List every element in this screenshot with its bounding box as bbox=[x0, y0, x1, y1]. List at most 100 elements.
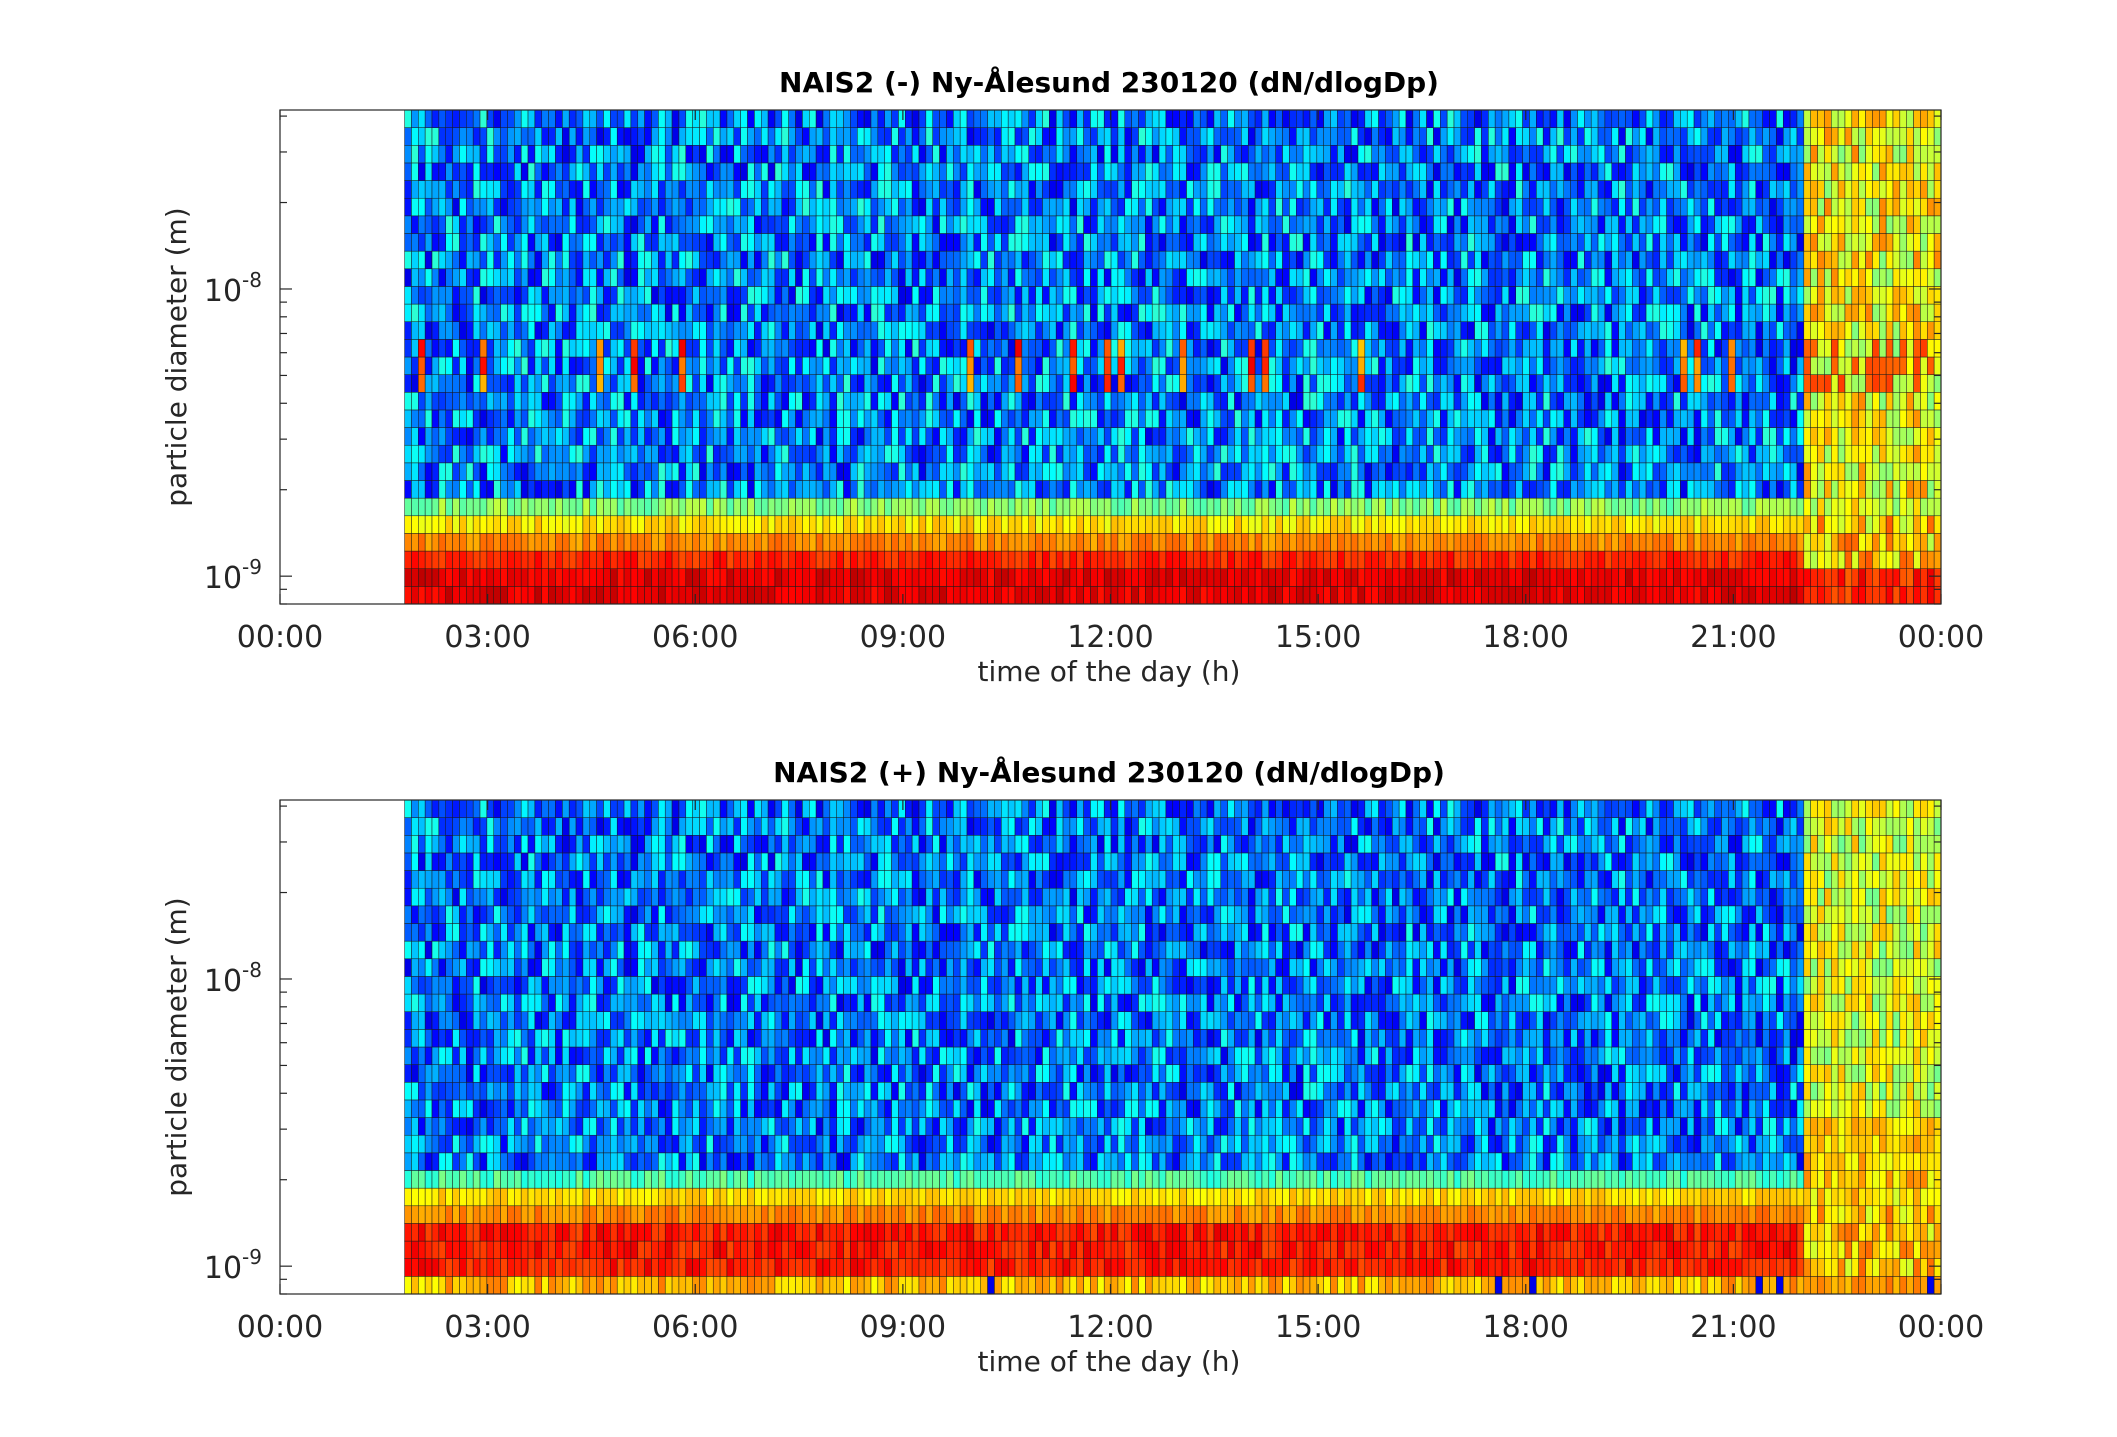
heatmap-cell bbox=[870, 515, 879, 534]
heatmap-cell bbox=[1350, 127, 1359, 146]
heatmap-cell bbox=[1392, 162, 1400, 181]
heatmap-cell bbox=[1206, 515, 1215, 534]
heatmap-cell bbox=[932, 303, 940, 322]
heatmap-cell bbox=[836, 497, 844, 517]
heatmap-cell bbox=[795, 497, 803, 517]
heatmap-cell bbox=[829, 180, 837, 199]
heatmap-cell bbox=[1069, 533, 1078, 552]
heatmap-cell bbox=[1433, 127, 1441, 146]
heatmap-cell bbox=[973, 145, 981, 164]
heatmap-cell bbox=[980, 568, 988, 587]
heatmap-cell bbox=[1590, 392, 1599, 411]
heatmap-cell bbox=[603, 515, 611, 534]
heatmap-cell bbox=[802, 356, 810, 375]
heatmap-cell bbox=[1522, 286, 1530, 305]
heatmap-cell bbox=[1035, 127, 1043, 146]
heatmap-cell bbox=[1412, 250, 1420, 270]
heatmap-cell bbox=[1494, 550, 1503, 569]
heatmap-cell bbox=[658, 533, 666, 552]
heatmap-cell bbox=[1275, 145, 1283, 164]
heatmap-cell bbox=[616, 339, 625, 358]
heatmap-cell bbox=[534, 127, 543, 146]
heatmap-cell bbox=[1378, 409, 1386, 428]
heatmap-cell bbox=[651, 109, 659, 128]
heatmap-cell bbox=[747, 497, 755, 517]
heatmap-cell bbox=[1001, 197, 1009, 217]
heatmap-cell bbox=[424, 409, 433, 428]
heatmap-cell bbox=[1440, 339, 1448, 358]
heatmap-cell bbox=[548, 145, 556, 164]
heatmap-cell bbox=[1193, 533, 1201, 552]
heatmap-cell bbox=[1337, 162, 1345, 181]
heatmap-cell bbox=[1433, 515, 1441, 534]
heatmap-cell bbox=[404, 392, 412, 411]
heatmap-cell bbox=[1131, 145, 1139, 164]
heatmap-cell bbox=[719, 180, 728, 199]
heatmap-cell bbox=[946, 215, 954, 234]
heatmap-cell bbox=[767, 409, 776, 428]
heatmap-cell bbox=[747, 586, 755, 605]
heatmap-cell bbox=[1227, 515, 1235, 534]
heatmap-cell bbox=[644, 162, 652, 181]
heatmap-cell bbox=[445, 250, 453, 270]
heatmap-cell bbox=[1570, 321, 1578, 340]
heatmap-cell bbox=[623, 568, 632, 587]
heatmap-cell bbox=[863, 197, 872, 217]
heatmap-cell bbox=[431, 409, 440, 428]
heatmap-cell bbox=[1474, 568, 1482, 587]
heatmap-cell bbox=[1241, 444, 1249, 464]
heatmap-cell bbox=[1076, 497, 1084, 517]
heatmap-cell bbox=[1234, 462, 1242, 481]
heatmap-cell bbox=[1261, 374, 1270, 393]
heatmap-cell bbox=[953, 427, 961, 446]
heatmap-cell bbox=[1556, 480, 1565, 499]
heatmap-cell bbox=[973, 515, 981, 534]
heatmap-cell bbox=[747, 515, 755, 534]
heatmap-cell bbox=[1014, 268, 1023, 287]
heatmap-cell bbox=[719, 444, 728, 464]
heatmap-cell bbox=[802, 462, 810, 481]
heatmap-cell bbox=[568, 515, 577, 534]
heatmap-cell bbox=[1309, 162, 1318, 181]
heatmap-cell bbox=[678, 215, 687, 234]
heatmap-cell bbox=[1097, 215, 1105, 234]
heatmap-cell bbox=[582, 303, 591, 322]
heatmap-cell bbox=[980, 533, 988, 552]
heatmap-cell bbox=[493, 268, 501, 287]
heatmap-cell bbox=[582, 233, 591, 252]
heatmap-cell bbox=[459, 427, 467, 446]
heatmap-cell bbox=[500, 215, 508, 234]
heatmap-cell bbox=[1392, 233, 1400, 252]
heatmap-cell bbox=[994, 339, 1002, 358]
heatmap-cell bbox=[404, 162, 412, 181]
heatmap-cell bbox=[1570, 480, 1578, 499]
heatmap-cell bbox=[1405, 356, 1414, 375]
heatmap-cell bbox=[699, 180, 707, 199]
heatmap-cell bbox=[514, 444, 522, 464]
heatmap-cell bbox=[1103, 515, 1112, 534]
heatmap-cell bbox=[514, 374, 522, 393]
heatmap-cell bbox=[1261, 356, 1270, 375]
heatmap-cell bbox=[1337, 127, 1345, 146]
heatmap-cell bbox=[1097, 233, 1105, 252]
heatmap-cell bbox=[548, 180, 556, 199]
heatmap-cell bbox=[1467, 109, 1475, 128]
heatmap-cell bbox=[1275, 109, 1283, 128]
heatmap-cell bbox=[1131, 533, 1139, 552]
heatmap-cell bbox=[637, 321, 645, 340]
heatmap-cell bbox=[1213, 250, 1222, 270]
heatmap-cell bbox=[719, 197, 728, 217]
heatmap-cell bbox=[472, 550, 481, 569]
heatmap-cell bbox=[726, 462, 735, 481]
heatmap-cell bbox=[836, 427, 844, 446]
heatmap-cell bbox=[1193, 197, 1201, 217]
heatmap-cell bbox=[1494, 374, 1503, 393]
heatmap-cell bbox=[1453, 586, 1462, 605]
heatmap-cell bbox=[514, 233, 522, 252]
heatmap-cell bbox=[747, 127, 755, 146]
heatmap-cell bbox=[1488, 409, 1496, 428]
heatmap-cell bbox=[1199, 162, 1208, 181]
heatmap-cell bbox=[1158, 356, 1167, 375]
heatmap-cell bbox=[1282, 286, 1290, 305]
heatmap-cell bbox=[616, 127, 625, 146]
